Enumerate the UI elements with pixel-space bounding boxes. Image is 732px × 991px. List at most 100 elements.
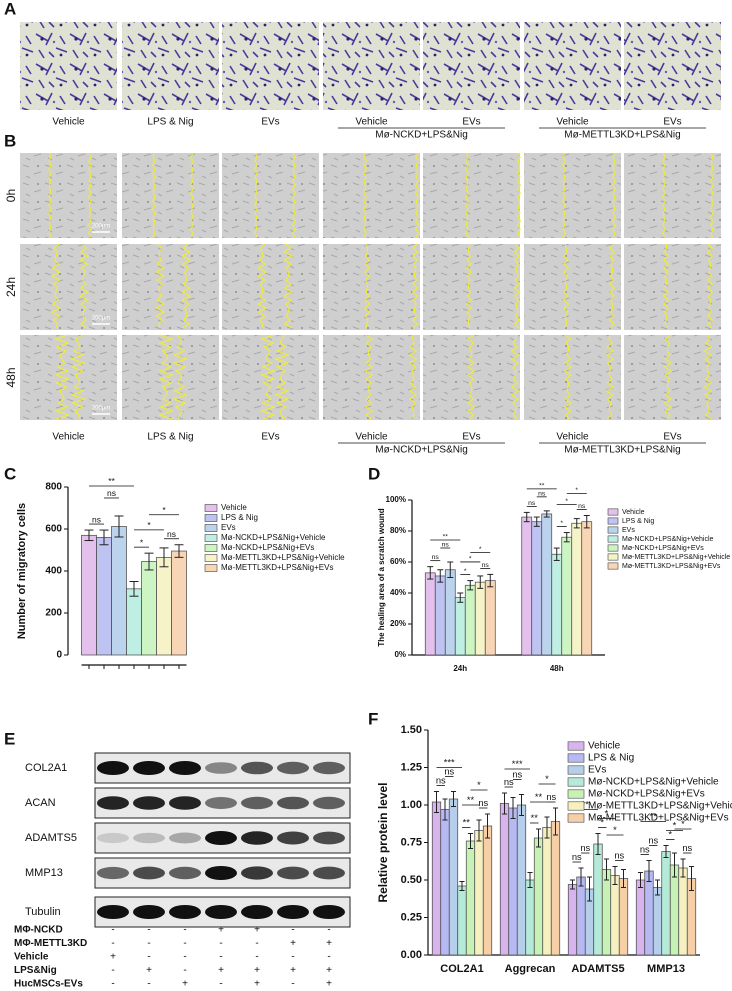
sig-label: *** — [444, 758, 455, 768]
legend-swatch — [567, 765, 585, 775]
band — [205, 797, 237, 809]
condition-mark: - — [111, 965, 114, 976]
bar — [581, 521, 593, 656]
condition-mark: - — [219, 938, 222, 949]
sig-label: ns — [92, 514, 101, 524]
condition-mark: - — [219, 979, 222, 990]
protein-label: ACAN — [25, 797, 56, 809]
condition-mark: + — [254, 965, 260, 976]
band — [133, 761, 165, 775]
band — [277, 796, 309, 810]
transwell-image — [122, 22, 219, 110]
wound-edge — [563, 334, 573, 420]
y-tick-label: 0% — [394, 650, 406, 659]
band — [133, 866, 165, 880]
condition-mark: - — [327, 925, 330, 936]
wound-edge — [78, 243, 89, 329]
bar — [444, 569, 456, 656]
legend-label: Mø-METTL3KD+LPS&Nig+EVs — [622, 563, 721, 570]
y-tick-label: 80% — [390, 526, 406, 535]
legend-label: Mø-METTL3KD+LPS&Nig+EVs — [588, 813, 729, 824]
sig-label: ** — [443, 534, 449, 541]
sig-label: * — [147, 520, 151, 530]
legend-label: Mø-NCKD+LPS&Nig+EVs — [221, 543, 314, 552]
bar — [661, 851, 671, 956]
bar — [448, 798, 459, 956]
condition-mark: - — [183, 965, 186, 976]
scratch-image — [20, 153, 117, 238]
band — [313, 796, 345, 810]
condition-mark: - — [327, 952, 330, 963]
wound-edge — [151, 152, 157, 238]
sig-label: * — [673, 821, 677, 831]
legend-swatch — [567, 753, 585, 763]
condition-mark: + — [326, 965, 332, 976]
band — [169, 905, 201, 919]
band — [277, 831, 309, 845]
bar — [482, 825, 493, 956]
image-label: Vehicle — [355, 432, 388, 443]
wound-edge — [411, 243, 419, 329]
bar — [464, 584, 476, 656]
condition-mark: + — [254, 979, 260, 990]
y-tick-label: 800 — [45, 482, 62, 493]
sig-label: ns — [682, 843, 692, 853]
row-label: 48h — [4, 367, 18, 387]
wound-edge — [87, 152, 93, 238]
scratch-image — [122, 153, 219, 238]
wound-edge — [408, 334, 418, 420]
bar — [576, 876, 586, 956]
legend-swatch — [607, 526, 619, 534]
condition-mark: + — [326, 938, 332, 949]
condition-mark: - — [147, 938, 150, 949]
x-tick-label: 24h — [453, 664, 467, 673]
scratch-image — [524, 335, 621, 420]
condition-mark: + — [218, 965, 224, 976]
sig-label: ** — [531, 813, 539, 823]
condition-mark: - — [219, 952, 222, 963]
condition-mark: + — [290, 965, 296, 976]
bar — [644, 870, 654, 956]
legend-swatch — [607, 544, 619, 552]
sig-label: * — [600, 818, 604, 828]
band — [277, 866, 309, 880]
scratch-image — [624, 153, 721, 238]
scratch-image — [222, 244, 319, 330]
bar — [474, 830, 484, 956]
protein-label: COL2A1 — [25, 762, 67, 774]
bar — [533, 837, 544, 956]
protein-label: MMP13 — [25, 867, 63, 879]
legend-label: Vehicle — [622, 509, 645, 516]
sig-label: * — [575, 487, 578, 494]
x-tick-label: 48h — [550, 664, 564, 673]
sig-label: ns — [107, 488, 116, 498]
band — [169, 761, 201, 775]
bar — [550, 821, 561, 956]
sig-label: ns — [648, 836, 658, 846]
bar — [571, 522, 583, 656]
scratch-image — [423, 244, 520, 330]
panel-label: B — [4, 131, 16, 150]
y-axis-label: Number of migratory cells — [16, 503, 28, 639]
legend-label: Mø-NCKD+LPS&Nig+EVs — [588, 789, 705, 800]
sig-label: ns — [614, 851, 624, 861]
y-tick-label: 0.75 — [401, 836, 422, 848]
band — [133, 796, 165, 810]
legend-swatch — [607, 535, 619, 543]
condition-mark: - — [291, 925, 294, 936]
band — [313, 831, 345, 845]
protein-label: Tubulin — [25, 906, 61, 918]
bar — [601, 869, 612, 956]
sig-label: * — [681, 819, 685, 829]
sig-label: ** — [539, 482, 545, 489]
condition-mark: + — [254, 925, 260, 936]
bar — [521, 516, 533, 656]
legend-swatch — [204, 504, 218, 512]
image-label: EVs — [663, 432, 681, 443]
x-tick-label: COL2A1 — [440, 963, 483, 975]
sig-label: ns — [432, 554, 440, 561]
wound-edge — [253, 152, 259, 238]
band — [169, 832, 201, 844]
sig-label: ** — [467, 795, 475, 805]
